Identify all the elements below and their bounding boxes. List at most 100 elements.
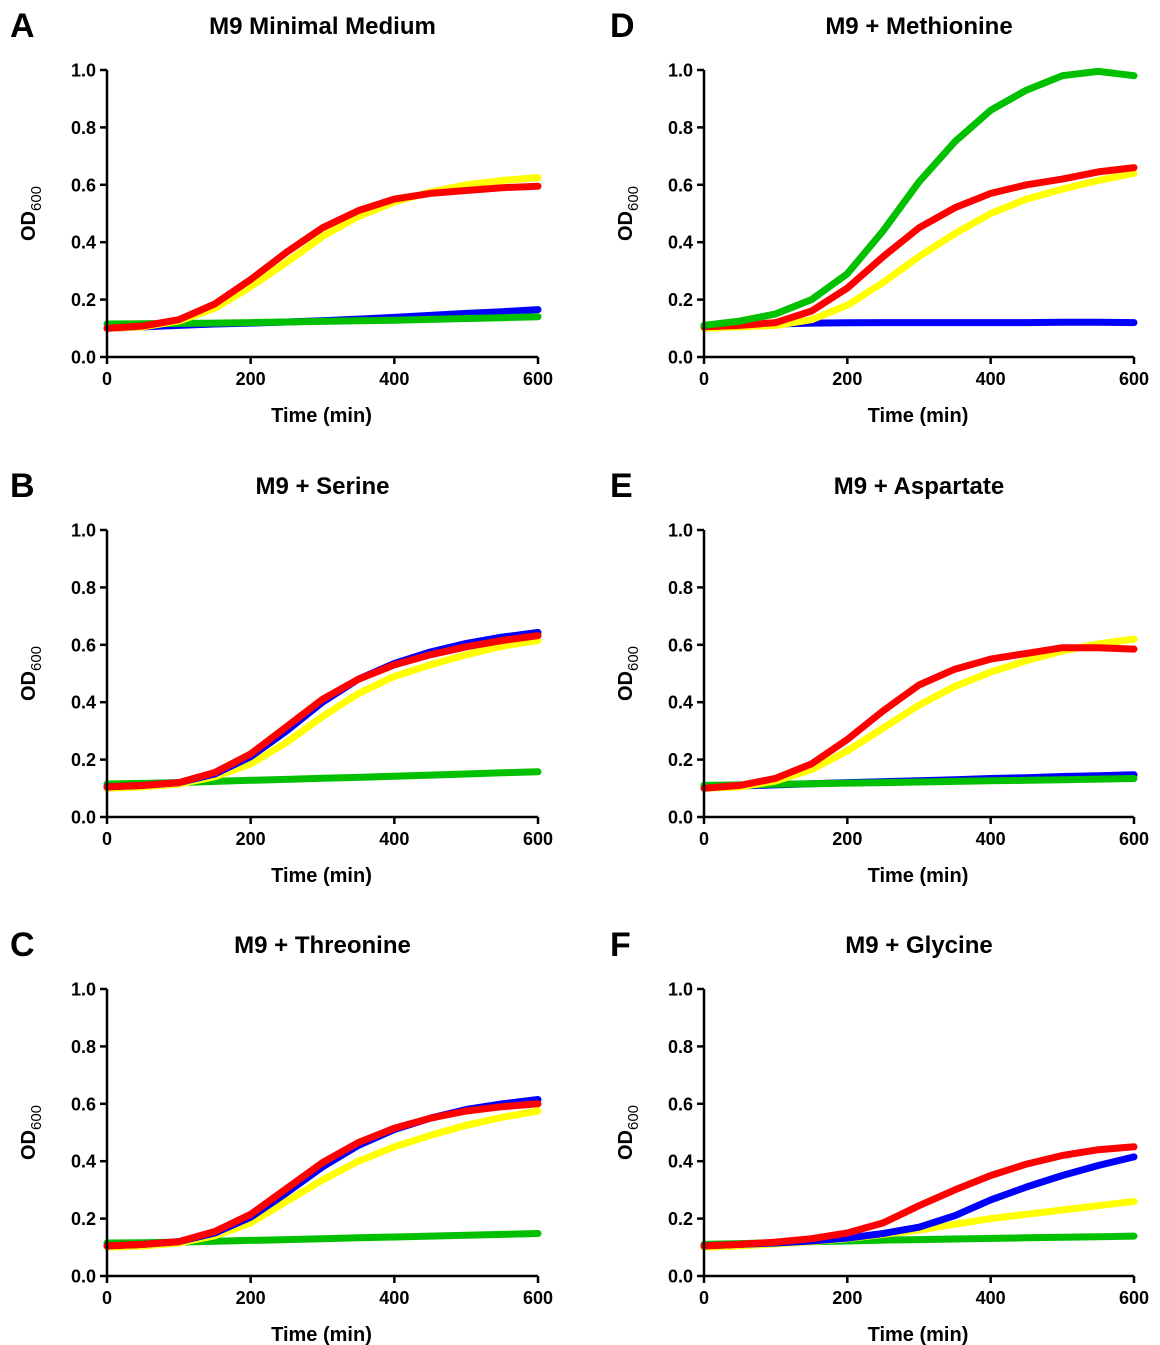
y-tick-label: 0.2 bbox=[668, 290, 693, 310]
y-tick-label: 0.6 bbox=[71, 175, 96, 195]
x-tick-label: 0 bbox=[699, 829, 709, 849]
panel-letter: D bbox=[610, 7, 635, 45]
y-tick-label: 1.0 bbox=[668, 521, 693, 541]
y-tick-label: 0.2 bbox=[71, 750, 96, 770]
x-tick-label: 400 bbox=[379, 1288, 409, 1308]
x-tick-label: 600 bbox=[523, 829, 553, 849]
y-tick-label: 0.2 bbox=[71, 1209, 96, 1229]
x-tick-label: 200 bbox=[832, 829, 862, 849]
x-tick-label: 600 bbox=[1119, 829, 1149, 849]
panel-d: D M9 + Methionine 0.0 0.2 0.4 0.6 0.8 1.0 0 200 40… bbox=[610, 7, 1149, 427]
x-tick-label: 400 bbox=[976, 829, 1006, 849]
series-line bbox=[103, 637, 542, 792]
panel-b: B M9 + Serine 0.0 0.2 0.4 0.6 0.8 1.0 0 200 400 600… bbox=[10, 467, 553, 887]
x-tick-label: 200 bbox=[236, 1288, 266, 1308]
x-tick-label: 400 bbox=[976, 1288, 1006, 1308]
x-tick-label: 0 bbox=[102, 1288, 112, 1308]
x-tick-label: 200 bbox=[236, 829, 266, 849]
y-axis-label-main: OD bbox=[615, 211, 637, 241]
y-axis-label-sub: 600 bbox=[625, 186, 642, 211]
series-line bbox=[103, 1100, 542, 1250]
y-axis-label: OD600 bbox=[615, 1105, 642, 1160]
y-tick-label: 0.0 bbox=[668, 808, 693, 828]
y-tick-label: 0.8 bbox=[668, 1037, 693, 1057]
y-tick-label: 0.4 bbox=[71, 1152, 96, 1172]
panel-e: E M9 + Aspartate 0.0 0.2 0.4 0.6 0.8 1.0 0 200 400… bbox=[610, 467, 1149, 887]
series-line bbox=[700, 67, 1138, 329]
x-tick-label: 0 bbox=[102, 369, 112, 389]
y-axis-label-main: OD bbox=[615, 671, 637, 701]
y-tick-label: 0.0 bbox=[668, 348, 693, 368]
y-tick-label: 1.0 bbox=[71, 980, 96, 1000]
chart-title: M9 + Methionine bbox=[825, 13, 1012, 40]
x-axis-label: Time (min) bbox=[868, 1324, 969, 1345]
y-tick-label: 0.4 bbox=[668, 233, 693, 253]
y-tick-label: 0.6 bbox=[668, 1094, 693, 1114]
y-tick-label: 1.0 bbox=[71, 521, 96, 541]
x-tick-label: 400 bbox=[379, 369, 409, 389]
y-tick-label: 0.8 bbox=[71, 118, 96, 138]
chart-title: M9 + Serine bbox=[255, 473, 389, 500]
series-line bbox=[700, 1143, 1138, 1250]
y-tick-label: 0.6 bbox=[668, 175, 693, 195]
x-tick-label: 0 bbox=[699, 369, 709, 389]
y-tick-label: 0.8 bbox=[71, 578, 96, 598]
x-axis-label: Time (min) bbox=[271, 865, 372, 887]
y-axis-label: OD600 bbox=[18, 186, 45, 241]
y-tick-label: 0.4 bbox=[71, 233, 96, 253]
panel-letter: A bbox=[10, 7, 35, 45]
series-line bbox=[103, 174, 542, 332]
y-axis-label: OD600 bbox=[18, 1105, 45, 1160]
y-tick-label: 1.0 bbox=[668, 980, 693, 1000]
panel-letter: C bbox=[10, 926, 35, 964]
x-tick-label: 400 bbox=[379, 829, 409, 849]
chart-title: M9 Minimal Medium bbox=[209, 13, 436, 40]
x-tick-label: 200 bbox=[236, 369, 266, 389]
series-line bbox=[700, 644, 1138, 792]
y-axis-label: OD600 bbox=[615, 646, 642, 701]
x-tick-label: 0 bbox=[699, 1288, 709, 1308]
y-tick-label: 0.6 bbox=[71, 1094, 96, 1114]
y-tick-label: 0.0 bbox=[71, 1267, 96, 1287]
x-tick-label: 600 bbox=[523, 1288, 553, 1308]
y-axis-label: OD600 bbox=[615, 186, 642, 241]
panel-letter: E bbox=[610, 467, 633, 505]
series-line bbox=[103, 182, 542, 332]
y-axis-label-sub: 600 bbox=[28, 186, 45, 211]
panel-a: A M9 Minimal Medium 0.0 0.2 0.4 0.6 0.8 1.0 0 200… bbox=[10, 7, 553, 427]
x-tick-label: 600 bbox=[1119, 369, 1149, 389]
series-line bbox=[700, 164, 1138, 331]
y-tick-label: 0.2 bbox=[668, 1209, 693, 1229]
chart-title: M9 + Threonine bbox=[234, 932, 411, 959]
series-line bbox=[700, 635, 1138, 792]
y-axis-label-sub: 600 bbox=[28, 646, 45, 671]
chart-title: M9 + Aspartate bbox=[834, 473, 1005, 500]
y-tick-label: 0.8 bbox=[668, 578, 693, 598]
y-tick-label: 0.0 bbox=[668, 1267, 693, 1287]
x-tick-label: 600 bbox=[523, 369, 553, 389]
x-tick-label: 200 bbox=[832, 1288, 862, 1308]
panel-c: C M9 + Threonine 0.0 0.2 0.4 0.6 0.8 1.0 0 200 400… bbox=[10, 926, 553, 1345]
series-line bbox=[103, 1107, 542, 1251]
series-line bbox=[700, 169, 1138, 332]
y-tick-label: 0.8 bbox=[71, 1037, 96, 1057]
y-axis-label-main: OD bbox=[18, 671, 40, 701]
x-axis-label: Time (min) bbox=[868, 865, 969, 887]
x-tick-label: 600 bbox=[1119, 1288, 1149, 1308]
x-axis-label: Time (min) bbox=[271, 1324, 372, 1345]
y-tick-label: 1.0 bbox=[71, 61, 96, 81]
y-tick-label: 0.4 bbox=[668, 1152, 693, 1172]
panel-letter: F bbox=[610, 926, 631, 964]
x-tick-label: 200 bbox=[832, 369, 862, 389]
panel-letter: B bbox=[10, 467, 35, 505]
y-tick-label: 0.4 bbox=[71, 693, 96, 713]
y-axis-label-main: OD bbox=[615, 1130, 637, 1160]
y-tick-label: 0.0 bbox=[71, 348, 96, 368]
y-axis-label-sub: 600 bbox=[625, 1105, 642, 1130]
chart-title: M9 + Glycine bbox=[845, 932, 992, 959]
y-tick-label: 1.0 bbox=[668, 61, 693, 81]
y-tick-label: 0.6 bbox=[71, 635, 96, 655]
y-axis-label-main: OD bbox=[18, 1130, 40, 1160]
x-axis-label: Time (min) bbox=[271, 405, 372, 427]
